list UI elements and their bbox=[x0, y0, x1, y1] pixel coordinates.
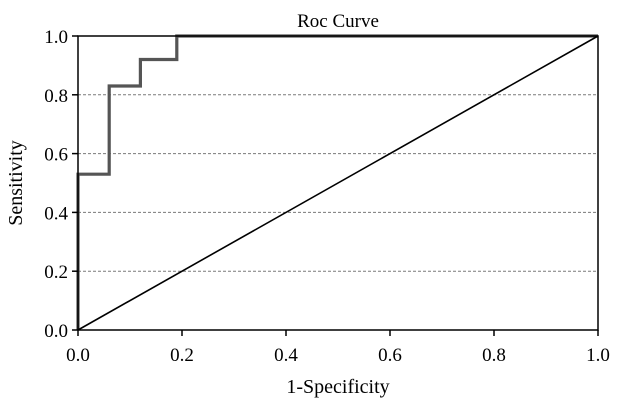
y-tick-label-1: 0.2 bbox=[44, 262, 68, 283]
x-axis-title: 1-Specificity bbox=[286, 376, 389, 398]
label-layer: Roc Curve 1-Specificity Sensitivity bbox=[5, 11, 390, 398]
y-tick-label-3: 0.6 bbox=[44, 145, 68, 166]
x-tick-label-0: 0.0 bbox=[66, 345, 90, 366]
plot-frame bbox=[77, 35, 599, 331]
x-tick-label-2: 0.4 bbox=[274, 345, 298, 366]
y-tick-label-4: 0.8 bbox=[44, 86, 68, 107]
axis-layer: 0.0 0.2 0.4 0.6 0.8 1.0 0.0 0.2 0.4 0.6 0.8 1.0 bbox=[44, 27, 610, 366]
y-tick-label-2: 0.4 bbox=[44, 203, 68, 224]
grid-layer bbox=[78, 94, 598, 272]
x-tick-label-3: 0.6 bbox=[378, 345, 402, 366]
x-tick-label-1: 0.2 bbox=[170, 345, 194, 366]
x-tick-label-4: 0.8 bbox=[482, 345, 506, 366]
y-axis-title: Sensitivity bbox=[5, 140, 27, 226]
y-tick-label-5: 1.0 bbox=[44, 27, 68, 48]
y-tick-label-0: 0.0 bbox=[44, 321, 68, 342]
series-line-roc bbox=[76, 34, 598, 330]
series-line-reference bbox=[77, 35, 599, 331]
chart-title: Roc Curve bbox=[297, 11, 379, 32]
x-tick-label-5: 1.0 bbox=[586, 345, 610, 366]
series-layer bbox=[76, 34, 599, 331]
